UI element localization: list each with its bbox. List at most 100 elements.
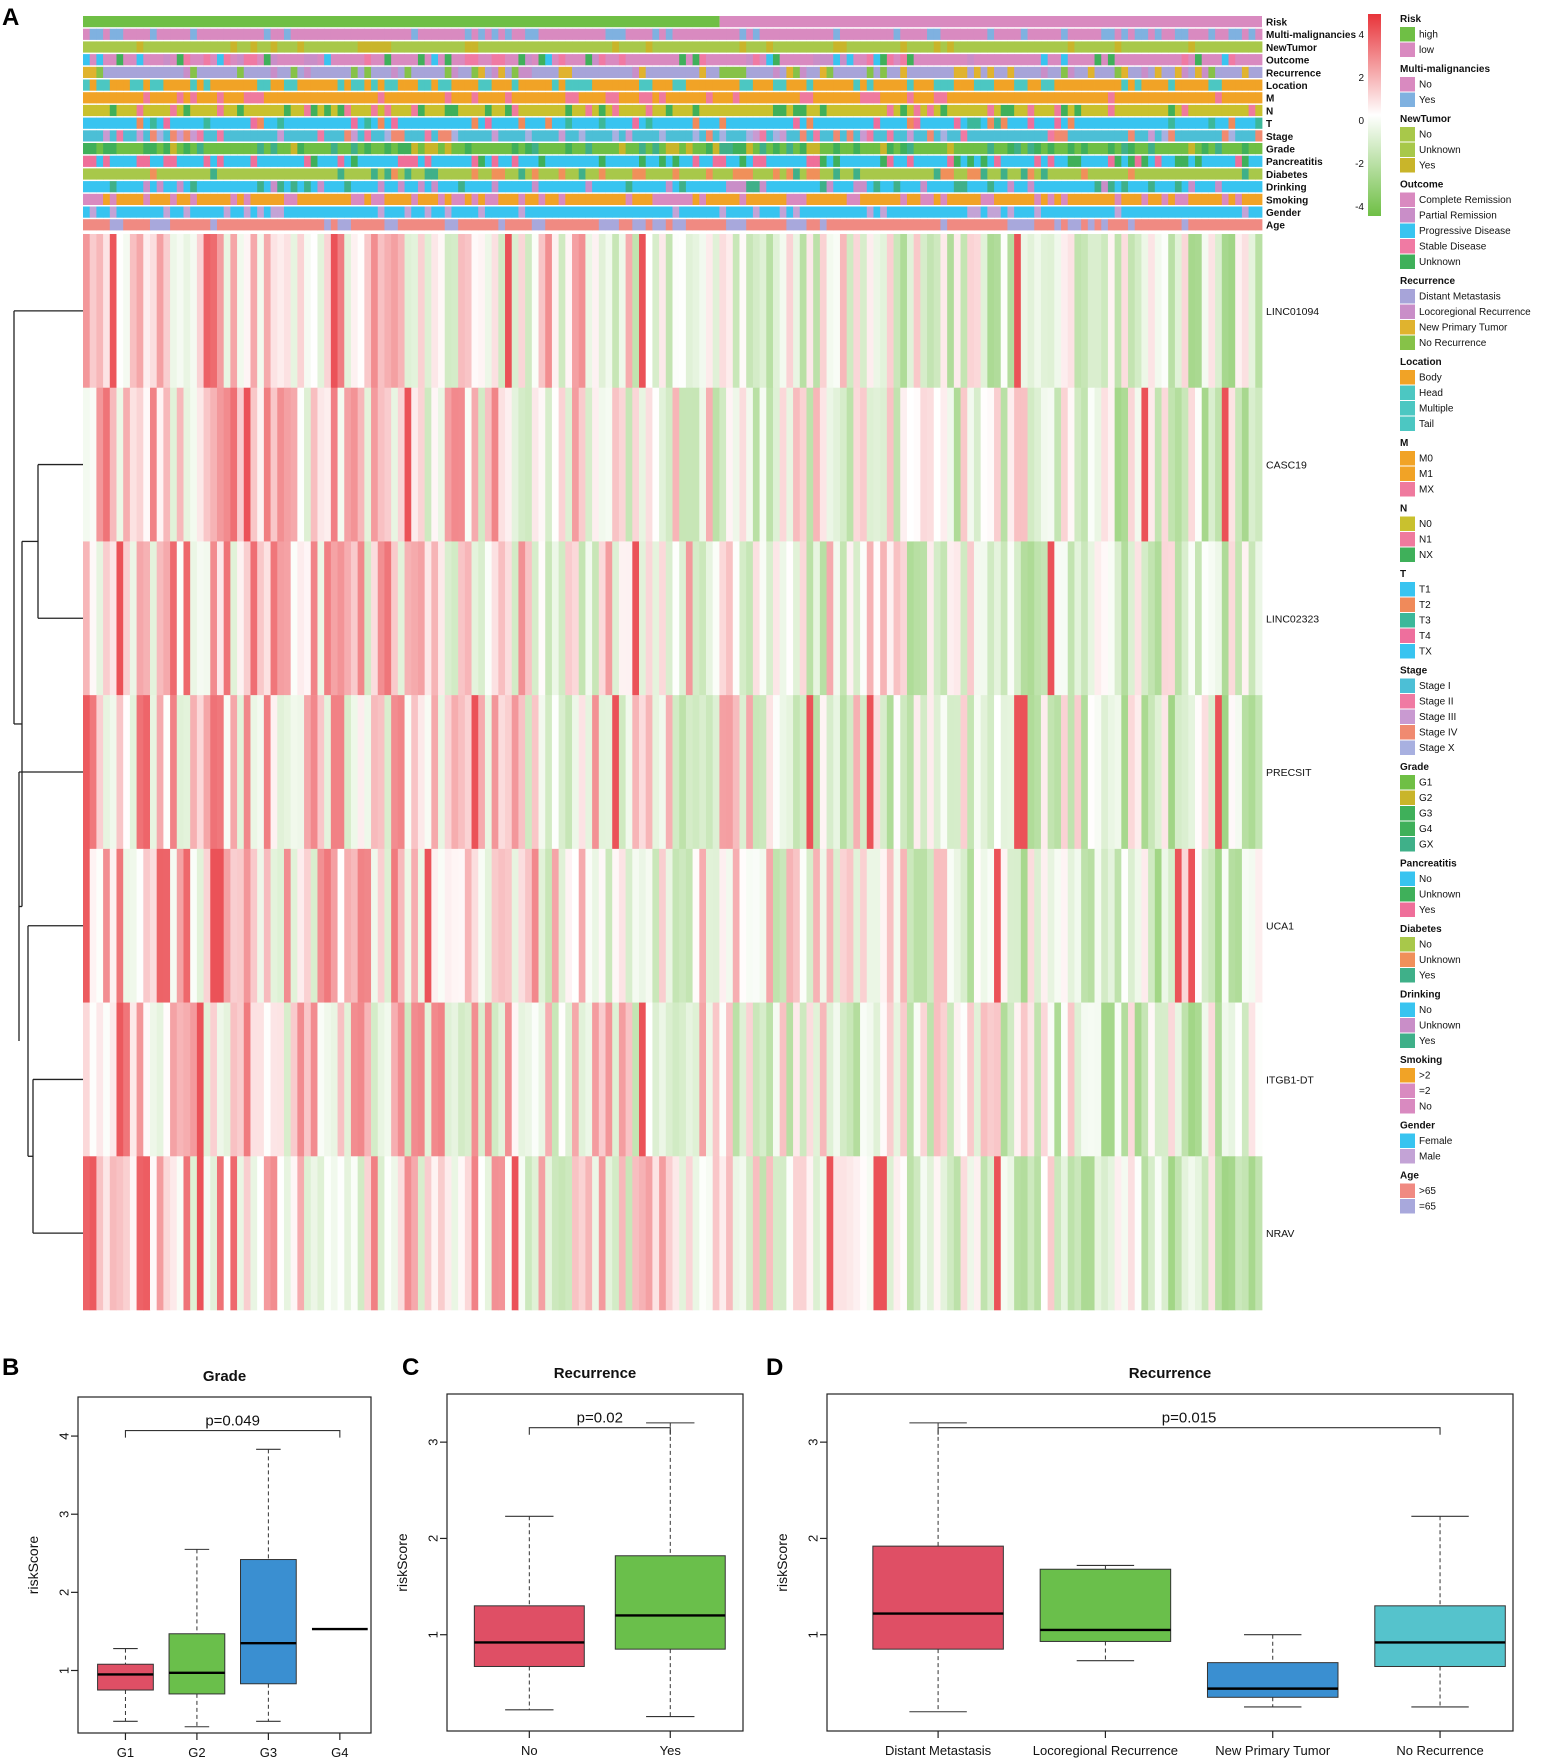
- heatmap-cell: [531, 387, 539, 542]
- annotation-cell: [525, 219, 533, 231]
- annotation-cell: [759, 104, 767, 117]
- annotation-cell: [1121, 219, 1129, 231]
- annotation-cell: [230, 193, 238, 205]
- annotation-cell: [1208, 130, 1216, 142]
- annotation-cell: [1101, 41, 1109, 53]
- heatmap-cell: [933, 1002, 941, 1157]
- heatmap-cell: [304, 695, 312, 850]
- heatmap-cell: [391, 234, 399, 389]
- annotation-cell: [170, 79, 178, 91]
- heatmap-cell: [1148, 1002, 1156, 1157]
- annotation-cell: [779, 130, 787, 142]
- annotation-cell: [732, 206, 740, 218]
- annotation-cell: [940, 41, 948, 53]
- annotation-cell: [665, 28, 673, 40]
- annotation-cell: [1248, 181, 1256, 193]
- annotation-cell: [1000, 219, 1008, 231]
- annotation-cell: [1014, 143, 1022, 155]
- annotation-cell: [920, 92, 928, 104]
- annotation-cell: [531, 54, 539, 66]
- annotation-cell: [1074, 143, 1082, 155]
- panel-letter-a: A: [2, 4, 19, 31]
- annotation-cell: [170, 143, 178, 155]
- heatmap-cell: [83, 234, 91, 389]
- heatmap-cell: [411, 541, 419, 696]
- heatmap-cell: [1235, 848, 1243, 1003]
- annotation-cell: [913, 92, 921, 104]
- heatmap-cell: [525, 1002, 533, 1157]
- annotation-cell: [404, 54, 412, 66]
- heatmap-cell: [371, 541, 379, 696]
- heatmap-cell: [1168, 695, 1176, 850]
- annotation-cell: [1248, 54, 1256, 66]
- annotation-cell: [176, 66, 184, 78]
- heatmap-cell: [397, 1002, 405, 1157]
- annotation-cell: [987, 92, 995, 104]
- annotation-cell: [1034, 206, 1042, 218]
- annotation-cell: [136, 117, 144, 129]
- annotation-cell: [893, 92, 901, 104]
- annotation-cell: [491, 54, 499, 66]
- heatmap-cell: [531, 1002, 539, 1157]
- annotation-cell: [699, 219, 707, 231]
- heatmap-cell: [1168, 1002, 1176, 1157]
- annotation-cell: [129, 155, 137, 167]
- annotation-cell: [973, 117, 982, 129]
- legend-item-label: T2: [1419, 600, 1431, 611]
- annotation-cell: [344, 143, 352, 155]
- legend-swatch: [1400, 837, 1415, 852]
- annotation-cell: [344, 79, 352, 91]
- annotation-cell: [156, 168, 164, 180]
- annotation-cell: [123, 117, 131, 129]
- annotation-cell: [123, 41, 131, 53]
- legend-item-label: Yes: [1419, 161, 1435, 172]
- annotation-cell: [578, 219, 586, 231]
- heatmap-cell: [176, 234, 184, 389]
- annotation-cell: [705, 181, 714, 193]
- annotation-cell: [1121, 155, 1129, 167]
- annotation-cell: [538, 79, 546, 91]
- heatmap-cell: [223, 541, 231, 696]
- annotation-cell: [505, 104, 513, 117]
- heatmap-cell: [129, 848, 137, 1003]
- annotation-cell: [759, 41, 767, 53]
- annotation-cell: [813, 219, 821, 231]
- annotation-cell: [551, 219, 560, 231]
- heatmap-cell: [625, 1002, 633, 1157]
- annotation-cell: [96, 28, 104, 40]
- annotation-cell: [739, 104, 747, 117]
- annotation-cell: [330, 66, 338, 78]
- annotation-cell: [491, 79, 499, 91]
- heatmap-cell: [89, 541, 97, 696]
- annotation-cell: [652, 104, 660, 117]
- annotation-cell: [411, 181, 419, 193]
- heatmap-cell: [1040, 541, 1049, 696]
- heatmap-cell: [893, 541, 901, 696]
- annotation-cell: [766, 168, 774, 180]
- annotation-cell: [257, 206, 265, 218]
- annotation-cell: [652, 155, 660, 167]
- heatmap-cell: [1161, 541, 1169, 696]
- heatmap-cell: [337, 1002, 345, 1157]
- annotation-cell: [471, 117, 479, 129]
- annotation-cell: [250, 54, 258, 66]
- annotation-cell: [973, 143, 982, 155]
- annotation-cell: [357, 130, 365, 142]
- heatmap-cell: [417, 1156, 426, 1311]
- annotation-cell: [672, 168, 680, 180]
- annotation-cell: [746, 181, 754, 193]
- annotation-cell: [913, 193, 921, 205]
- annotation-cell: [143, 155, 151, 167]
- annotation-cell: [257, 104, 265, 117]
- annotation-cell: [1007, 28, 1015, 40]
- heatmap-cell: [665, 1002, 673, 1157]
- annotation-cell: [980, 181, 988, 193]
- annotation-cell: [726, 28, 734, 40]
- annotation-cell: [612, 181, 620, 193]
- annotation-cell: [391, 66, 399, 78]
- heatmap-cell: [652, 695, 660, 850]
- annotation-cell: [283, 193, 292, 205]
- annotation-cell: [799, 130, 807, 142]
- annotation-cell: [424, 41, 432, 53]
- legend-swatch: [1400, 740, 1415, 755]
